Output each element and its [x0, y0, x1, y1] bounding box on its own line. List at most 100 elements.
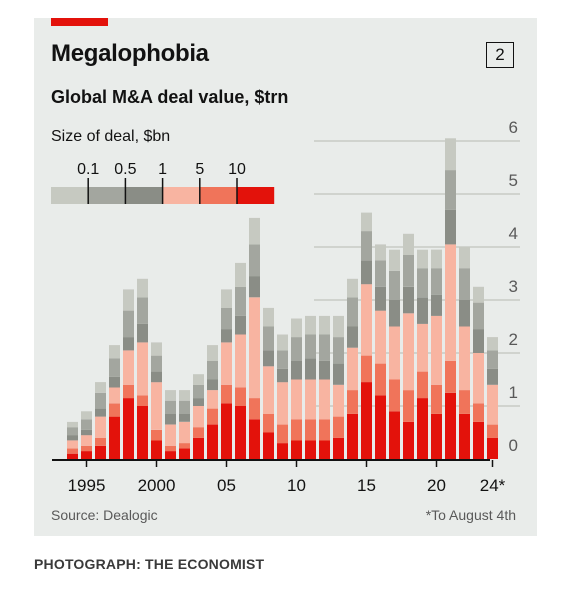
- chart-subtitle: Global M&A deal value, $trn: [51, 87, 289, 107]
- bar-2021-seg-0: [445, 392, 456, 460]
- bar-1994-seg-5: [67, 421, 78, 428]
- bar-1997-seg-3: [109, 376, 120, 388]
- bar-2017-seg-5: [389, 249, 400, 271]
- legend-label-0: 0.1: [77, 161, 99, 178]
- bar-2024-seg-5: [487, 337, 498, 351]
- bar-2004-seg-3: [207, 379, 218, 391]
- bar-2011-seg-3: [305, 358, 316, 380]
- bar-2014-seg-3: [347, 326, 358, 348]
- bar-2002-seg-1: [179, 443, 190, 449]
- bar-2022-seg-4: [459, 268, 470, 300]
- bar-2010-seg-5: [291, 318, 302, 338]
- bar-1994-seg-0: [67, 453, 78, 459]
- bar-2017-seg-4: [389, 270, 400, 300]
- bar-2006-seg-5: [235, 262, 246, 287]
- bar-1997-seg-0: [109, 416, 120, 459]
- bar-2020-seg-2: [431, 315, 442, 385]
- bar-1995-seg-0: [81, 451, 92, 459]
- bar-2016-seg-1: [375, 363, 386, 396]
- bar-2005-seg-2: [221, 342, 232, 385]
- legend-swatch-4: [199, 187, 237, 204]
- bar-2023-seg-5: [473, 286, 484, 303]
- bar-2022-seg-3: [459, 300, 470, 327]
- bar-1999-seg-3: [137, 323, 148, 343]
- chart-title: Megalophobia: [51, 40, 209, 67]
- bar-2019-seg-2: [417, 323, 428, 372]
- bar-2003-seg-3: [193, 398, 204, 406]
- bar-1998-seg-0: [123, 398, 134, 459]
- bar-2009-seg-3: [277, 368, 288, 383]
- bar-2002-seg-3: [179, 413, 190, 422]
- bar-2000-seg-2: [151, 382, 162, 430]
- bar-2020-seg-5: [431, 249, 442, 269]
- bar-2018-seg-1: [403, 390, 414, 422]
- legend-swatch-5: [237, 187, 275, 204]
- bar-2008-seg-4: [263, 326, 274, 351]
- bar-2024-seg-3: [487, 368, 498, 385]
- source-note: Source: Dealogic: [51, 507, 158, 523]
- bar-2013-seg-5: [333, 315, 344, 338]
- bar-1995-seg-4: [81, 419, 92, 430]
- bar-2007-seg-0: [249, 419, 260, 460]
- x-tick-label-10: 10: [287, 476, 306, 495]
- bar-2014-seg-1: [347, 390, 358, 414]
- bar-2004-seg-1: [207, 408, 218, 425]
- bar-2021-seg-5: [445, 138, 456, 171]
- legend-swatch-1: [88, 187, 126, 204]
- bar-2008-seg-5: [263, 307, 274, 327]
- bar-1995-seg-1: [81, 445, 92, 452]
- photo-credit: PHOTOGRAPH: THE ECONOMIST: [34, 556, 265, 572]
- bar-1994-seg-2: [67, 440, 78, 449]
- bar-2024-seg-2: [487, 384, 498, 425]
- legend-title: Size of deal, $bn: [51, 128, 171, 145]
- bar-2015-seg-5: [361, 212, 372, 232]
- x-tick-label-1995: 1995: [68, 476, 106, 495]
- bar-2003-seg-0: [193, 437, 204, 459]
- bar-2024-seg-1: [487, 424, 498, 438]
- footnote: *To August 4th: [425, 507, 516, 523]
- bar-2000-seg-1: [151, 429, 162, 441]
- bar-2003-seg-5: [193, 374, 204, 385]
- bar-2021-seg-4: [445, 170, 456, 210]
- bar-2001-seg-4: [165, 400, 176, 414]
- legend: 0.1 0.5 1 5 10: [51, 161, 275, 204]
- legend-label-3: 5: [195, 161, 204, 178]
- bar-2004-seg-0: [207, 424, 218, 459]
- bar-2016-seg-0: [375, 395, 386, 459]
- bar-2005-seg-0: [221, 403, 232, 459]
- legend-label-4: 10: [228, 161, 246, 178]
- y-tick-label-3: 3: [509, 277, 518, 296]
- bar-2020-seg-3: [431, 294, 442, 316]
- bar-2022-seg-5: [459, 247, 470, 269]
- bar-2019-seg-0: [417, 398, 428, 459]
- bar-2012-seg-0: [319, 440, 330, 459]
- legend-label-2: 1: [158, 161, 167, 178]
- bar-1996-seg-4: [95, 392, 106, 409]
- bar-2006-seg-2: [235, 334, 246, 388]
- bar-2008-seg-3: [263, 350, 274, 367]
- bar-2010-seg-4: [291, 337, 302, 361]
- bar-2006-seg-1: [235, 387, 246, 406]
- y-tick-label-6: 6: [509, 118, 518, 137]
- bar-1999-seg-0: [137, 406, 148, 459]
- bar-1999-seg-4: [137, 297, 148, 324]
- bar-2015-seg-4: [361, 231, 372, 261]
- bar-2005-seg-3: [221, 329, 232, 343]
- bar-2011-seg-4: [305, 334, 316, 359]
- bar-1998-seg-4: [123, 310, 134, 338]
- bar-2011-seg-1: [305, 419, 316, 441]
- bar-2009-seg-1: [277, 424, 288, 444]
- bar-2002-seg-2: [179, 421, 190, 444]
- bar-2005-seg-4: [221, 307, 232, 330]
- bar-2008-seg-1: [263, 413, 274, 433]
- bar-2008-seg-0: [263, 432, 274, 459]
- bar-2000-seg-5: [151, 342, 162, 356]
- bar-2021-seg-1: [445, 360, 456, 393]
- bar-2021-seg-2: [445, 244, 456, 361]
- bar-2020-seg-4: [431, 268, 442, 295]
- bar-1995-seg-3: [81, 429, 92, 436]
- bar-2017-seg-0: [389, 411, 400, 459]
- bar-1997-seg-5: [109, 345, 120, 359]
- bar-2019-seg-5: [417, 249, 428, 269]
